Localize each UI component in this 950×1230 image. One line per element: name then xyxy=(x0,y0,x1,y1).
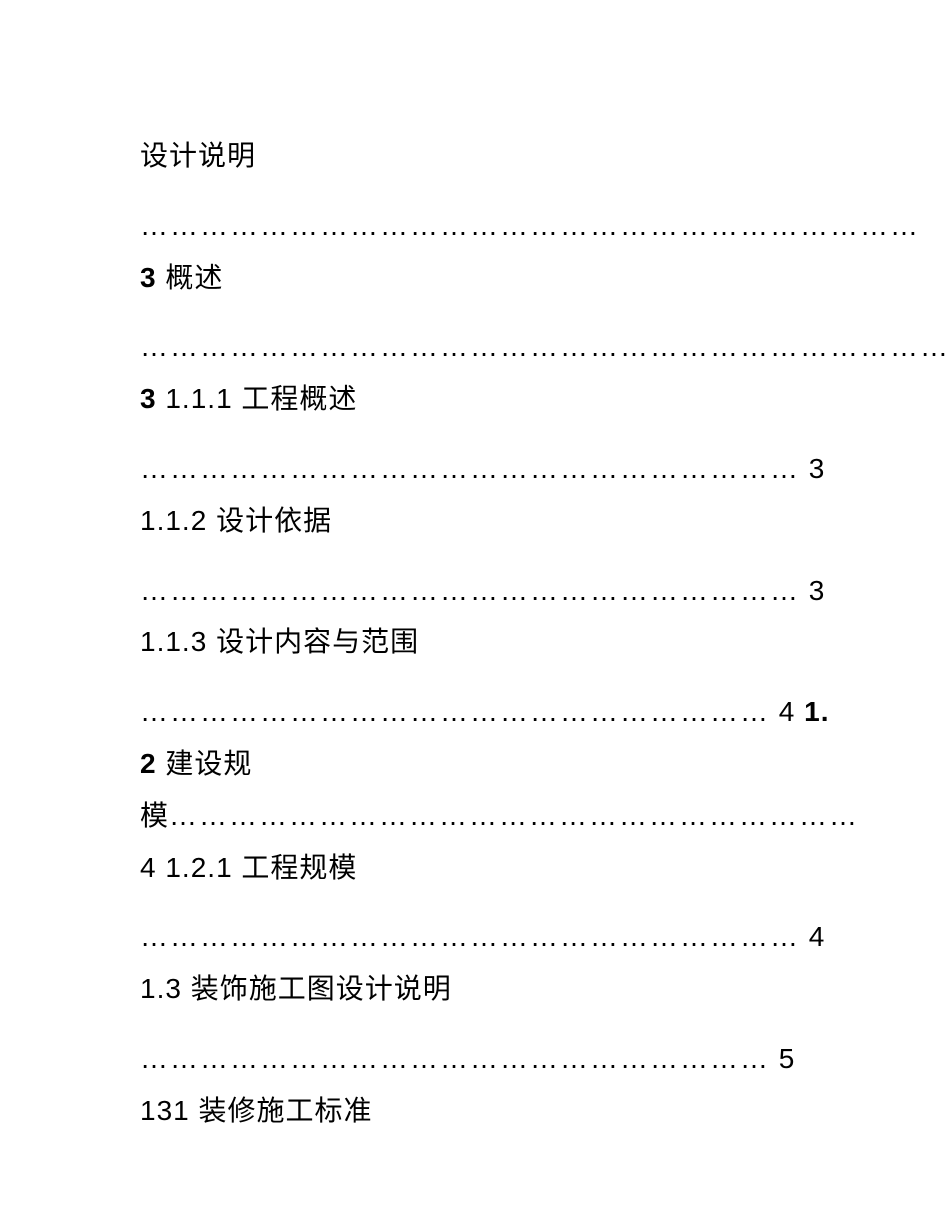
entry-leader: …………………………………………………………………… xyxy=(140,210,920,241)
entry-label: 设计依据 xyxy=(216,505,332,536)
entry-label: 设计内容与范围 xyxy=(216,626,419,657)
entry-page: 3 xyxy=(809,575,826,606)
entry-label-post: 模 xyxy=(140,800,169,831)
entry-page: 3 xyxy=(140,262,165,293)
entry-leader: ………………………………………………………… xyxy=(140,575,800,606)
entry-page: 5 xyxy=(779,1043,796,1074)
entry-number: 131 xyxy=(140,1095,190,1126)
entry-leader: ……………………………………………………… xyxy=(140,696,770,727)
toc-entry: ……………………………………………………………………… 3 1.1.1 工程概述 xyxy=(140,321,830,425)
entry-page: 4 xyxy=(779,696,804,727)
entry-page: 4 xyxy=(809,921,826,952)
entry-number: 1.3 xyxy=(140,973,182,1004)
entry-label: 概述 xyxy=(165,262,223,293)
toc-entry: ………………………………………………………… 4 1.3 装饰施工图设计说明 xyxy=(140,911,830,1015)
entry-label: 装饰施工图设计说明 xyxy=(191,973,452,1004)
entry-leader: ………………………………………………………… xyxy=(140,453,800,484)
toc-entry: ……………………………………………………… 4 1.2 建设规 模…………………… xyxy=(140,686,830,893)
toc-entry: ………………………………………………………… 3 1.1.2 设计依据 xyxy=(140,443,830,547)
entry-trail-label: 工程规模 xyxy=(241,852,357,883)
entry-trail-number: 1.2.1 xyxy=(165,852,232,883)
entry-leader: ………………………………………………………… xyxy=(140,921,800,952)
entry-number: 1.1.2 xyxy=(140,505,207,536)
entry-number: 1.1.1 xyxy=(165,383,232,414)
entry-trail-page: 4 xyxy=(140,852,165,883)
toc-entry: ……………………………………………………… 5 131 装修施工标准 xyxy=(140,1033,830,1137)
entry-page: 3 xyxy=(809,453,826,484)
toc-entry: ………………………………………………………… 3 1.1.3 设计内容与范围 xyxy=(140,565,830,669)
entry-number: 1.1.3 xyxy=(140,626,207,657)
toc-content: 设计说明 …………………………………………………………………… 3 概述 ………… xyxy=(140,130,830,1137)
entry-leader: ……………………………………………………………………… xyxy=(140,331,950,362)
entry-page: 3 xyxy=(140,383,165,414)
toc-entry: …………………………………………………………………… 3 概述 xyxy=(140,200,830,304)
entry-label-pre: 建设规 xyxy=(165,748,252,779)
entry-label: 装修施工标准 xyxy=(199,1095,373,1126)
entry-leader: ……………………………………………………… xyxy=(140,1043,770,1074)
entry-label: 工程概述 xyxy=(241,383,357,414)
entry-trail: …………………………………………………………… xyxy=(169,800,859,831)
toc-title: 设计说明 xyxy=(140,130,830,182)
